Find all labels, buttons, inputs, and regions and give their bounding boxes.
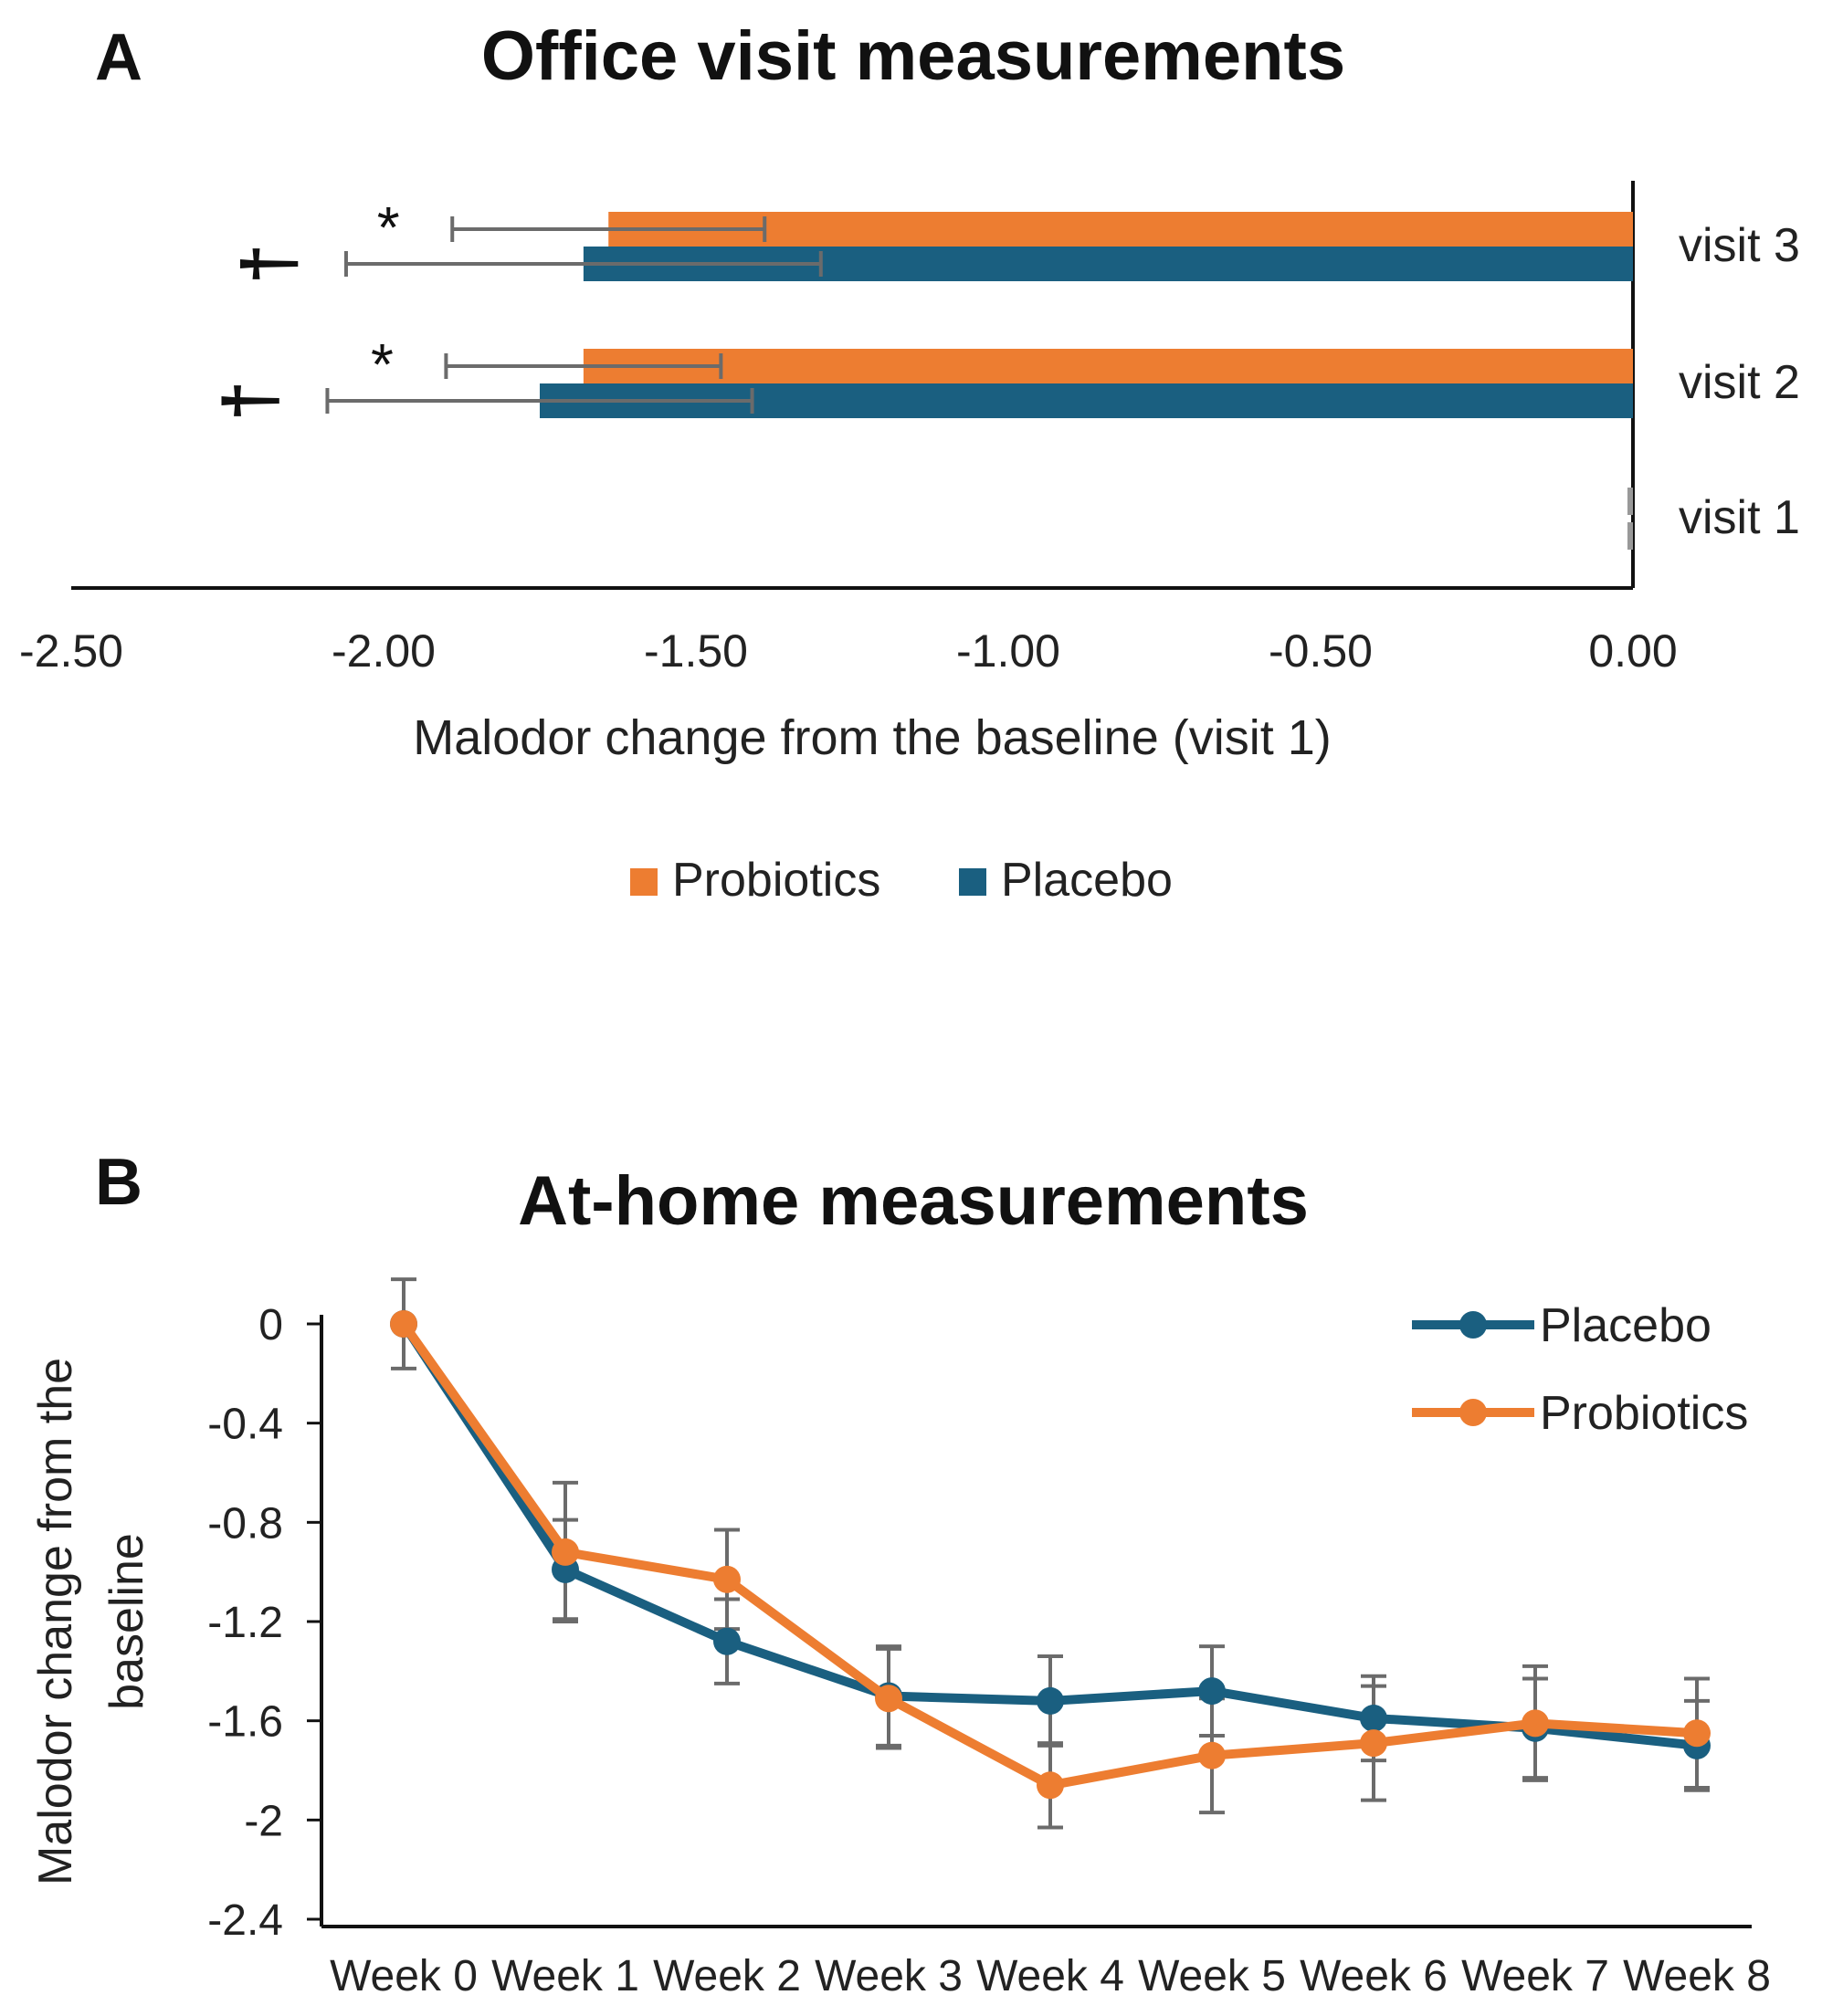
at-home-chart: 0 -0.4 -0.8 -1.2 -1.6 -2 -2.4 Week 0 Week 1 Week … (29, 1277, 1771, 2000)
bar-probiotics (608, 212, 1633, 247)
data-point-placebo (713, 1627, 741, 1655)
data-point-probiotics (1198, 1741, 1226, 1769)
panel-b-letter: B (95, 1146, 142, 1219)
x-tick-label: -0.50 (1269, 625, 1373, 677)
x-tick-label: Week 1 (491, 1952, 639, 2000)
data-point-probiotics (713, 1565, 741, 1593)
x-tick-label: Week 5 (1138, 1952, 1286, 2000)
x-tick-label: Week 0 (330, 1952, 478, 2000)
x-tick-label: Week 2 (653, 1952, 801, 2000)
legend-marker-probiotics (1459, 1399, 1487, 1426)
bar-probiotics-zero (1627, 488, 1633, 515)
y-axis-label: Malodor change from the baseline (29, 1358, 153, 1885)
y-tick-label: -1.6 (207, 1698, 283, 1747)
x-tick-label: Week 8 (1623, 1952, 1771, 2000)
legend-label-probiotics: Probiotics (1540, 1387, 1748, 1440)
y-tick-label: 0 (258, 1301, 283, 1349)
significance-star: * (371, 331, 394, 397)
panel-b-title: At-home measurements (518, 1162, 1309, 1240)
legend-label-placebo: Placebo (1540, 1299, 1711, 1352)
data-point-placebo (1198, 1677, 1226, 1706)
y-tick-label: -1.2 (207, 1599, 283, 1647)
y-tick-label: -2.4 (207, 1896, 283, 1945)
data-point-probiotics (1683, 1719, 1711, 1748)
significance-dagger: † (227, 244, 309, 285)
data-point-probiotics (390, 1310, 417, 1338)
category-label: visit 2 (1679, 356, 1800, 409)
data-point-placebo (1037, 1686, 1064, 1715)
data-point-probiotics (1037, 1771, 1064, 1800)
x-tick-label: Week 4 (976, 1952, 1124, 2000)
x-tick-label: -2.50 (19, 625, 123, 677)
y-tick-label: -0.8 (207, 1499, 283, 1548)
legend-swatch-placebo (959, 868, 986, 896)
x-tick-label: Week 7 (1461, 1952, 1609, 2000)
data-point-probiotics (1360, 1729, 1387, 1758)
significance-star: * (377, 194, 400, 260)
legend-swatch-probiotics (630, 868, 658, 896)
x-tick-label: -1.00 (956, 625, 1060, 677)
x-tick-label: Week 6 (1300, 1952, 1448, 2000)
category-label: visit 1 (1679, 491, 1800, 544)
panel-a-title: Office visit measurements (480, 17, 1346, 95)
data-point-probiotics (1522, 1709, 1549, 1738)
y-tick-label: -2 (244, 1797, 283, 1845)
legend-label-probiotics: Probiotics (672, 854, 880, 907)
legend-marker-placebo (1459, 1311, 1487, 1339)
bar-placebo-zero (1627, 522, 1633, 550)
data-point-probiotics (552, 1538, 579, 1566)
x-tick-label: 0.00 (1588, 625, 1677, 677)
category-label: visit 3 (1679, 219, 1800, 272)
x-axis-label: Malodor change from the baseline (visit … (413, 710, 1332, 765)
legend-label-placebo: Placebo (1001, 854, 1173, 907)
bar-probiotics (583, 349, 1633, 383)
data-point-placebo (1360, 1704, 1387, 1732)
significance-dagger: † (208, 381, 290, 422)
panel-a-letter: A (95, 21, 142, 94)
data-point-probiotics (875, 1685, 902, 1713)
y-tick-label: -0.4 (207, 1401, 283, 1449)
office-visit-chart: -2.50 -2.00 -1.50 -1.00 -0.50 0.00 Malodor cha… (19, 181, 1800, 907)
x-tick-label: Week 3 (815, 1952, 963, 2000)
x-tick-label: -1.50 (644, 625, 748, 677)
x-tick-label: -2.00 (332, 625, 436, 677)
